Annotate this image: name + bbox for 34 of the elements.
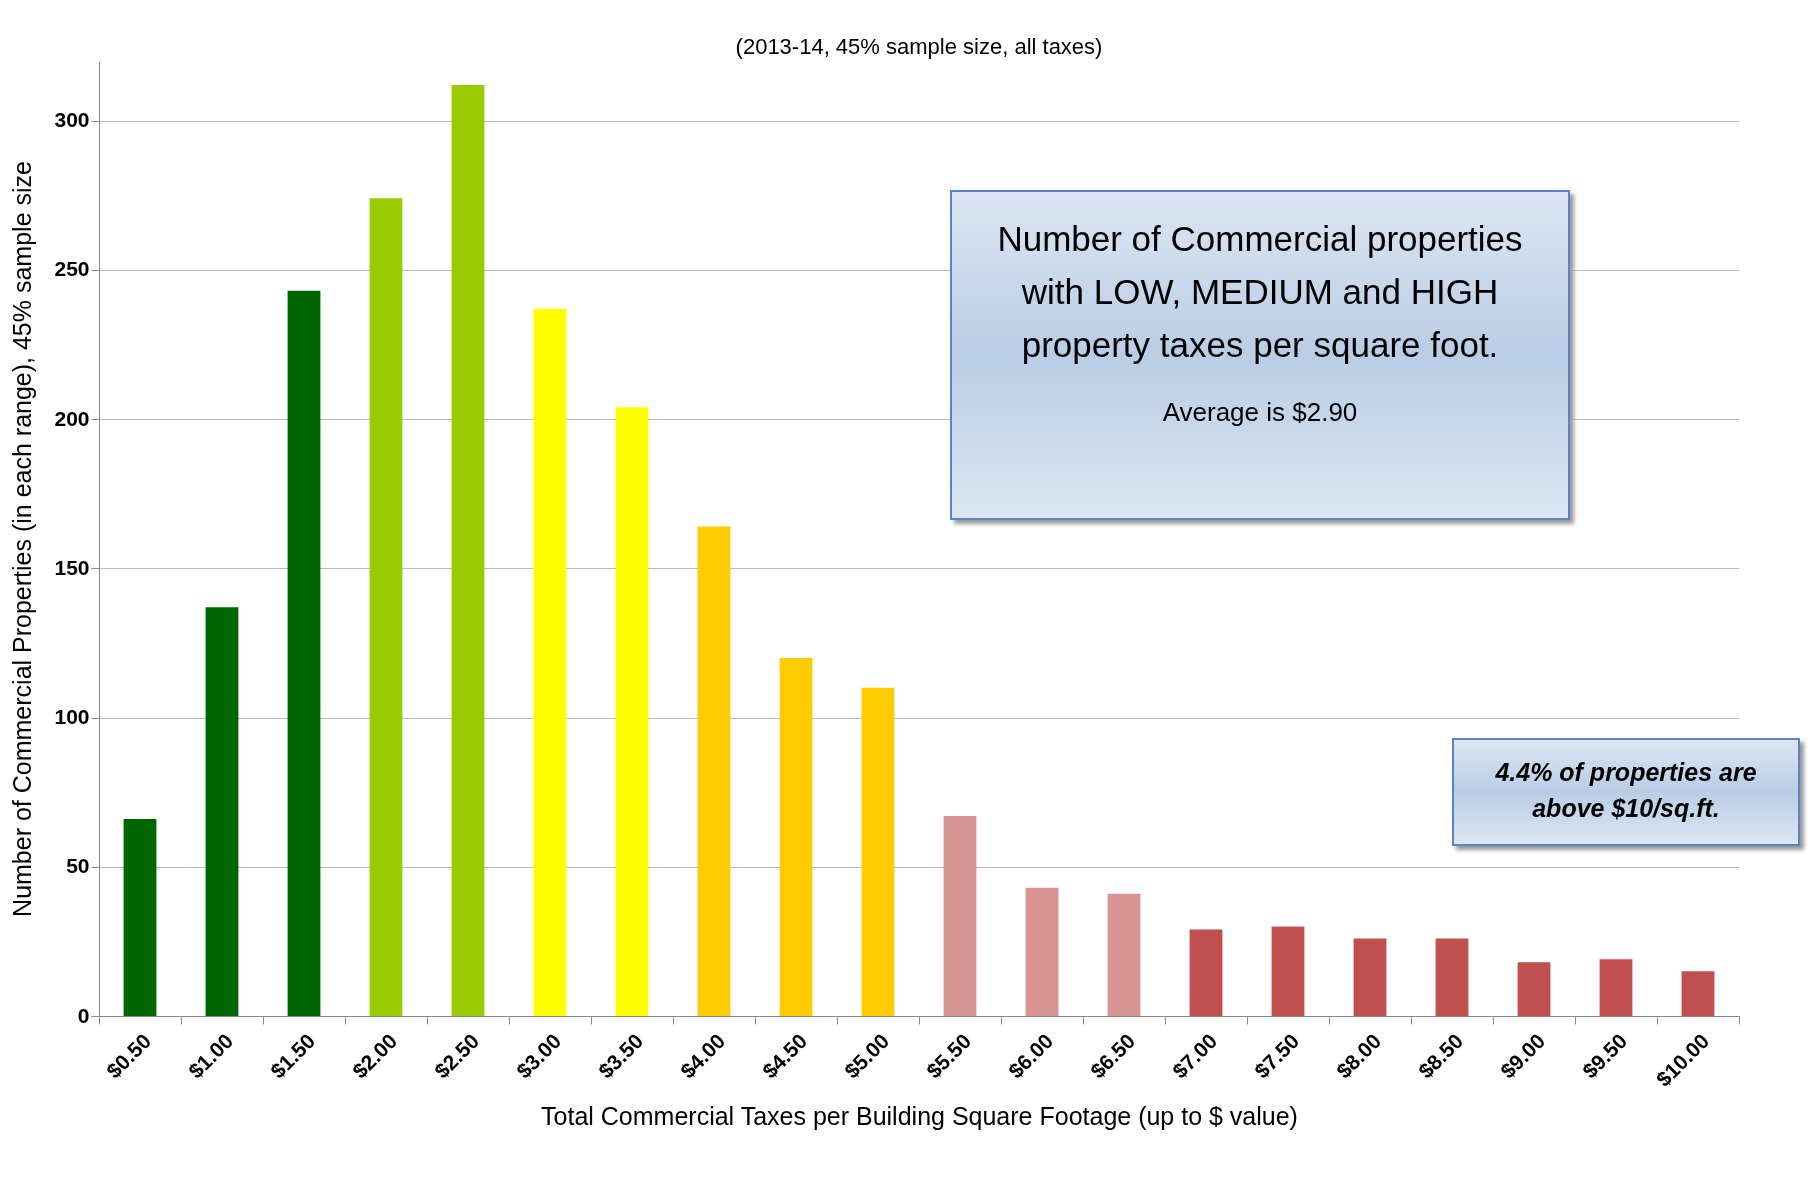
y-axis-title: Number of Commercial Properties (in each range), 45% sample size [8, 161, 37, 917]
y-tick-label: 200 [54, 406, 90, 430]
note-box: 4.4% of properties are above $10/sq.ft. [1452, 738, 1800, 846]
bar [451, 84, 485, 1016]
bar [1025, 887, 1059, 1016]
bar [1353, 938, 1387, 1016]
y-tick-label: 0 [77, 1003, 90, 1027]
annotation: Number of Commercial properties with LOW, MEDIUM and HIGH property taxes per square foot. [996, 218, 1524, 366]
bar [1107, 893, 1141, 1016]
bar [615, 407, 649, 1016]
chart-subtitle: (2013-14, 45% sample size, all taxes) [735, 34, 1103, 59]
annotation: Average is $2.90 [1161, 397, 1359, 428]
bar [1435, 938, 1469, 1016]
bar [943, 816, 977, 1016]
bar [779, 657, 813, 1016]
y-tick-label: 300 [54, 108, 90, 132]
y-tick-label: 50 [66, 854, 90, 878]
x-axis-title: Total Commercial Taxes per Building Square Footage (up to $ value) [541, 1101, 1298, 1130]
bar [697, 526, 731, 1016]
y-tick-label: 250 [54, 257, 90, 281]
bar [1681, 971, 1715, 1016]
y-tick-label: 100 [54, 705, 90, 729]
bar [533, 308, 567, 1016]
bar [123, 819, 157, 1016]
bar [861, 687, 895, 1016]
bar [1517, 962, 1551, 1016]
bar [287, 290, 321, 1016]
note-box: Number of Commercial properties with LOW, MEDIUM and HIGH property taxes per square foot. Average is $2.90 [950, 190, 1570, 520]
bar [1599, 959, 1633, 1016]
bar [1271, 926, 1305, 1016]
bar [1189, 929, 1223, 1016]
y-tick-label: 150 [54, 555, 90, 579]
bar [205, 607, 239, 1016]
bar [369, 198, 403, 1016]
